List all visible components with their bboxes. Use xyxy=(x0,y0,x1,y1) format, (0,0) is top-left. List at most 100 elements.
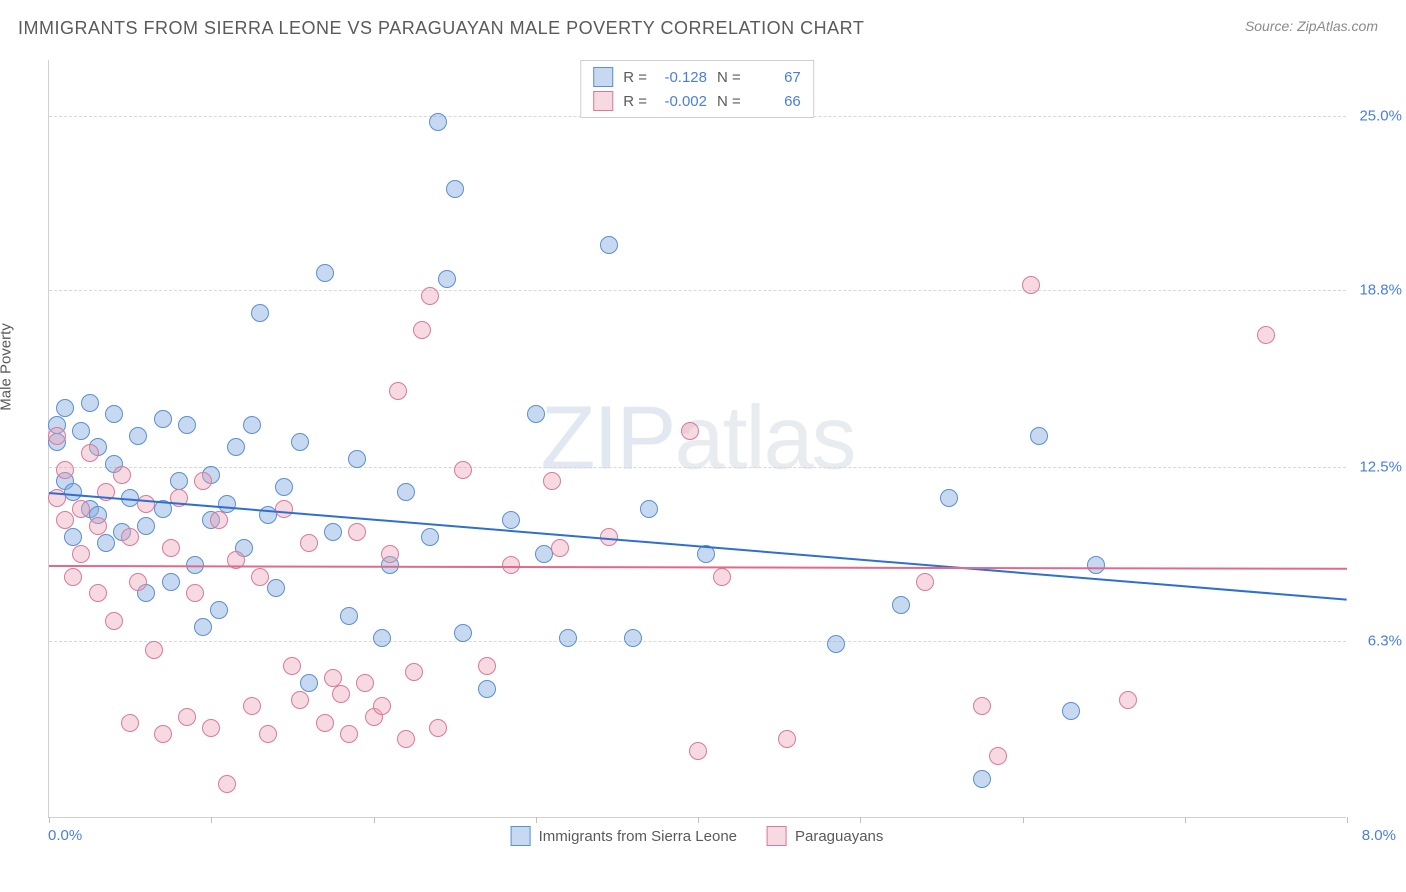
legend-label: Paraguayans xyxy=(795,828,883,845)
scatter-point xyxy=(413,321,431,339)
scatter-point xyxy=(64,528,82,546)
scatter-point xyxy=(300,534,318,552)
y-tick-label: 25.0% xyxy=(1359,108,1402,125)
scatter-point xyxy=(324,523,342,541)
scatter-point xyxy=(1257,326,1275,344)
scatter-point xyxy=(251,304,269,322)
legend-swatch xyxy=(767,826,787,846)
scatter-point xyxy=(973,770,991,788)
y-axis-label: Male Poverty xyxy=(0,323,15,411)
scatter-point xyxy=(72,500,90,518)
scatter-point xyxy=(170,472,188,490)
gridline xyxy=(49,467,1346,468)
scatter-point xyxy=(340,607,358,625)
x-tick xyxy=(49,817,50,823)
scatter-point xyxy=(218,495,236,513)
scatter-point xyxy=(81,394,99,412)
scatter-point xyxy=(640,500,658,518)
scatter-point xyxy=(145,641,163,659)
stats-N-value: 67 xyxy=(751,69,801,86)
scatter-point xyxy=(713,568,731,586)
scatter-point xyxy=(243,697,261,715)
y-tick-label: 12.5% xyxy=(1359,459,1402,476)
legend-swatch xyxy=(593,67,613,87)
scatter-point xyxy=(275,478,293,496)
stats-N-label: N = xyxy=(717,93,741,110)
x-tick xyxy=(1023,817,1024,823)
scatter-point xyxy=(324,669,342,687)
scatter-point xyxy=(137,495,155,513)
scatter-point xyxy=(194,472,212,490)
scatter-point xyxy=(1087,556,1105,574)
scatter-point xyxy=(421,287,439,305)
scatter-point xyxy=(64,483,82,501)
scatter-point xyxy=(389,382,407,400)
scatter-point xyxy=(1030,427,1048,445)
scatter-point xyxy=(105,405,123,423)
scatter-point xyxy=(478,680,496,698)
legend-label: Immigrants from Sierra Leone xyxy=(539,828,737,845)
scatter-point xyxy=(186,584,204,602)
stats-row: R =-0.128N =67 xyxy=(593,65,801,89)
scatter-point xyxy=(373,697,391,715)
gridline xyxy=(49,290,1346,291)
scatter-point xyxy=(454,461,472,479)
scatter-point xyxy=(243,416,261,434)
scatter-point xyxy=(916,573,934,591)
scatter-point xyxy=(154,725,172,743)
scatter-point xyxy=(194,618,212,636)
correlation-stats-box: R =-0.128N =67R =-0.002N =66 xyxy=(580,60,814,118)
scatter-point xyxy=(356,674,374,692)
stats-R-label: R = xyxy=(623,93,647,110)
watermark-bold: ZIP xyxy=(540,388,674,488)
scatter-point xyxy=(429,113,447,131)
scatter-point xyxy=(178,416,196,434)
x-tick xyxy=(1347,817,1348,823)
plot-container: ZIPatlas 6.3%12.5%18.8%25.0% R =-0.128N … xyxy=(48,60,1346,818)
x-tick xyxy=(374,817,375,823)
scatter-point xyxy=(210,601,228,619)
chart-title: IMMIGRANTS FROM SIERRA LEONE VS PARAGUAY… xyxy=(18,18,864,39)
scatter-point xyxy=(97,534,115,552)
scatter-point xyxy=(259,725,277,743)
scatter-point xyxy=(892,596,910,614)
scatter-point xyxy=(543,472,561,490)
scatter-point xyxy=(778,730,796,748)
scatter-point xyxy=(348,450,366,468)
scatter-point xyxy=(202,719,220,737)
scatter-point xyxy=(332,685,350,703)
scatter-point xyxy=(405,663,423,681)
scatter-point xyxy=(89,584,107,602)
scatter-point xyxy=(316,264,334,282)
scatter-point xyxy=(478,657,496,675)
x-tick xyxy=(211,817,212,823)
y-tick-label: 18.8% xyxy=(1359,282,1402,299)
scatter-point xyxy=(72,545,90,563)
source-attribution: Source: ZipAtlas.com xyxy=(1245,18,1378,34)
scatter-point xyxy=(827,635,845,653)
scatter-point xyxy=(559,629,577,647)
scatter-point xyxy=(121,528,139,546)
scatter-point xyxy=(137,517,155,535)
scatter-point xyxy=(429,719,447,737)
scatter-point xyxy=(681,422,699,440)
scatter-point xyxy=(72,422,90,440)
scatter-point xyxy=(178,708,196,726)
scatter-point xyxy=(64,568,82,586)
legend-item: Immigrants from Sierra Leone xyxy=(511,826,737,846)
scatter-point xyxy=(551,539,569,557)
scatter-point xyxy=(162,573,180,591)
scatter-point xyxy=(502,511,520,529)
trend-line xyxy=(49,565,1347,570)
stats-R-value: -0.128 xyxy=(657,69,707,86)
scatter-point xyxy=(105,612,123,630)
scatter-point xyxy=(89,517,107,535)
scatter-point xyxy=(397,730,415,748)
legend-item: Paraguayans xyxy=(767,826,883,846)
scatter-point xyxy=(973,697,991,715)
scatter-point xyxy=(267,579,285,597)
scatter-point xyxy=(527,405,545,423)
legend-swatch xyxy=(593,91,613,111)
scatter-point xyxy=(373,629,391,647)
y-tick-label: 6.3% xyxy=(1368,633,1402,650)
